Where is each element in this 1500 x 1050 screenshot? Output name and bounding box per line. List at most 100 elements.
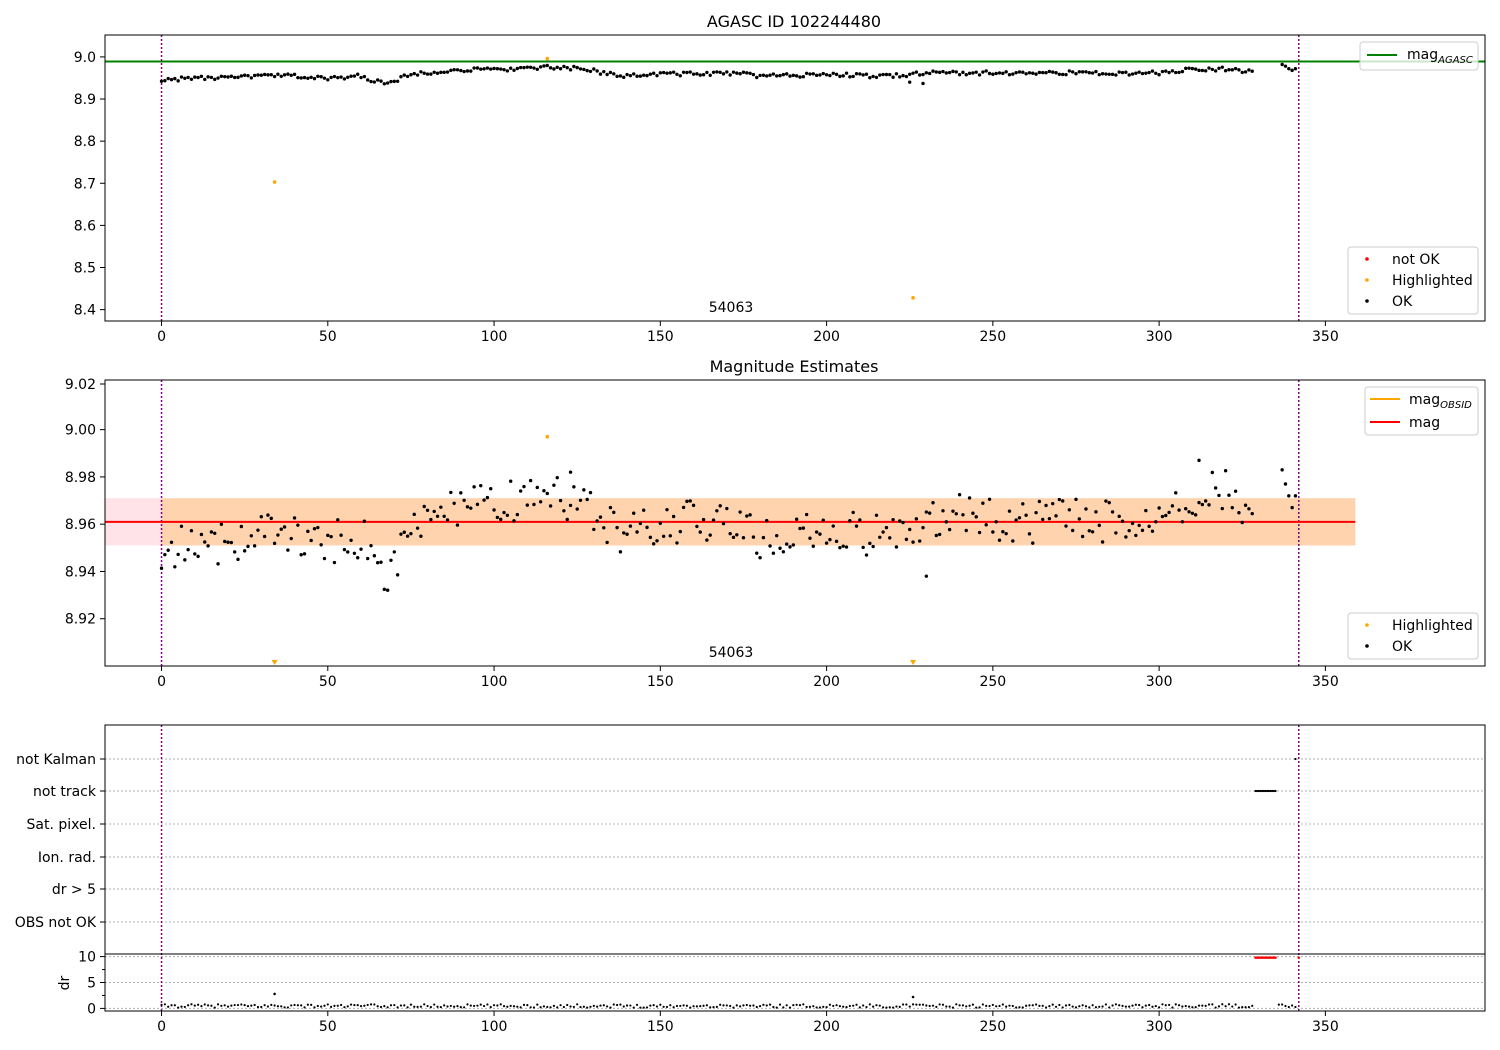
point-ok: [405, 74, 410, 79]
point-ok: [1237, 68, 1241, 72]
dr-tick-label: 10: [78, 950, 96, 966]
point-ok: [1167, 70, 1171, 75]
dr-point: [689, 1006, 692, 1009]
point-ok: [346, 550, 350, 554]
point-ok: [775, 533, 779, 538]
dr-point: [822, 1005, 825, 1008]
point-ok: [974, 515, 978, 519]
point-ok: [336, 518, 340, 522]
point-ok: [395, 79, 400, 83]
dr-point: [1281, 1003, 1284, 1006]
point-ok: [213, 77, 217, 82]
point-ok: [778, 73, 782, 78]
dr-point: [788, 1006, 792, 1009]
point-ok: [668, 534, 673, 538]
point-ok: [286, 548, 290, 552]
point-ok: [771, 72, 776, 76]
point-ok: [1041, 517, 1045, 522]
point-ok: [1247, 68, 1251, 72]
point-ok: [775, 74, 779, 78]
point-ok: [518, 65, 523, 70]
dr-point: [1008, 1004, 1011, 1007]
point-ok: [482, 67, 486, 71]
dr-point: [682, 1004, 685, 1007]
dr-point: [1101, 1005, 1104, 1008]
point-ok: [176, 552, 180, 557]
dr-point: [1084, 1005, 1088, 1008]
dr-point: [951, 1006, 955, 1009]
dr-point: [399, 1004, 403, 1007]
dr-point: [695, 1005, 699, 1008]
point-ok: [838, 545, 842, 550]
point-ok: [372, 80, 377, 84]
point-ok: [369, 79, 373, 84]
point-ok: [336, 75, 340, 80]
dr-point: [911, 1003, 915, 1006]
dr-point: [562, 1005, 565, 1009]
point-ok: [625, 72, 629, 77]
point-ok: [1227, 493, 1231, 497]
point-ok: [1031, 71, 1035, 75]
point-ok: [226, 75, 230, 79]
point-ok: [1227, 68, 1231, 72]
point-ok: [459, 68, 463, 73]
point-ok: [385, 588, 390, 592]
dr-point: [1114, 1003, 1117, 1006]
point-ok: [1047, 516, 1052, 521]
dr-point: [426, 1004, 429, 1008]
point-ok: [977, 73, 982, 77]
dr-point: [709, 1006, 712, 1009]
point-ok: [1283, 64, 1288, 68]
point-ok: [864, 553, 869, 557]
dr-point: [253, 1003, 256, 1007]
point-ok: [628, 73, 633, 78]
point-ok: [1290, 505, 1294, 510]
point-ok: [898, 519, 902, 523]
dr-point: [1151, 1005, 1154, 1008]
dr-point: [981, 1003, 984, 1006]
point-ok: [794, 517, 799, 521]
dr-point: [502, 1005, 506, 1008]
x-tick-label: 150: [647, 329, 674, 345]
dr-point: [1158, 1006, 1161, 1009]
dr-point: [1247, 1006, 1251, 1009]
dr-point: [1231, 1005, 1234, 1008]
point-ok: [964, 73, 968, 77]
dr-point-flagged: [1297, 956, 1301, 959]
point-ok: [272, 74, 277, 79]
dr-point: [855, 1003, 858, 1006]
point-ok: [1233, 66, 1238, 71]
dr-point: [579, 1005, 582, 1009]
point-ok: [758, 73, 762, 78]
point-ok: [1150, 529, 1155, 533]
point-ok: [1067, 508, 1072, 512]
point-ok: [229, 540, 234, 545]
point-ok: [991, 530, 995, 534]
point-ok: [1074, 497, 1078, 502]
dr-point: [635, 1003, 639, 1006]
point-ok: [718, 70, 722, 74]
point-ok: [655, 539, 659, 543]
dr-point: [1144, 1004, 1147, 1007]
dr-point: [1204, 1004, 1207, 1007]
point-ok: [455, 68, 460, 72]
point-ok: [322, 76, 327, 80]
point-ok: [266, 513, 270, 517]
point-ok: [612, 510, 616, 515]
point-ok: [585, 497, 589, 502]
x-tick-label: 50: [319, 329, 337, 345]
dr-point: [592, 1004, 595, 1007]
point-ok: [878, 535, 882, 539]
point-ok: [884, 525, 889, 530]
point-ok: [1240, 520, 1244, 525]
point-ok: [326, 533, 330, 538]
point-ok: [625, 532, 629, 536]
point-ok: [758, 555, 762, 560]
point-ok: [911, 71, 915, 75]
point-ok: [854, 72, 859, 76]
point-ok: [213, 531, 217, 536]
dr-point: [1104, 1003, 1108, 1006]
dr-point: [1184, 1004, 1187, 1008]
point-ok: [888, 72, 892, 77]
point-ok: [997, 538, 1002, 542]
